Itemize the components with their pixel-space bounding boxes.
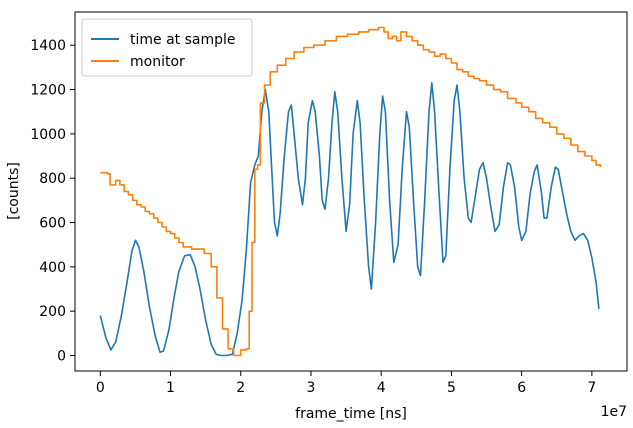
series-line-monitor: [100, 26, 602, 357]
y-tick-label: 1200: [30, 83, 66, 99]
x-tick-label: 5: [447, 380, 456, 396]
ticks-layer: 0 1 2 3 4 5 6 7 0 200 400 600 800 1000 1200 1400: [30, 38, 596, 396]
legend-box: [81, 18, 253, 77]
x-tick-label: 6: [517, 380, 526, 396]
y-tick-label: 400: [39, 260, 66, 276]
series-layer: [99, 26, 602, 357]
x-axis-offset-text: 1e7: [601, 404, 627, 420]
legend: time at sample monitor: [81, 18, 253, 77]
y-tick-label: 600: [39, 216, 66, 232]
y-tick-label: 800: [39, 171, 66, 187]
legend-label-monitor: monitor: [130, 54, 185, 70]
y-tick-label: 200: [39, 304, 66, 320]
x-tick-label: 4: [377, 380, 386, 396]
y-tick-label: 1000: [30, 127, 66, 143]
x-tick-label: 0: [96, 380, 105, 396]
x-axis-label: frame_time [ns]: [295, 406, 407, 422]
legend-label-time-at-sample: time at sample: [130, 32, 236, 48]
x-tick-label: 7: [587, 380, 596, 396]
series-line-time-at-sample: [99, 82, 600, 357]
x-tick-label: 1: [166, 380, 175, 396]
axes-frame: [74, 11, 628, 372]
x-tick-label: 3: [307, 380, 316, 396]
y-tick-label: 1400: [30, 38, 66, 54]
y-tick-label: 0: [57, 348, 66, 364]
x-tick-label: 2: [236, 380, 245, 396]
y-axis-label: [counts]: [6, 162, 22, 220]
